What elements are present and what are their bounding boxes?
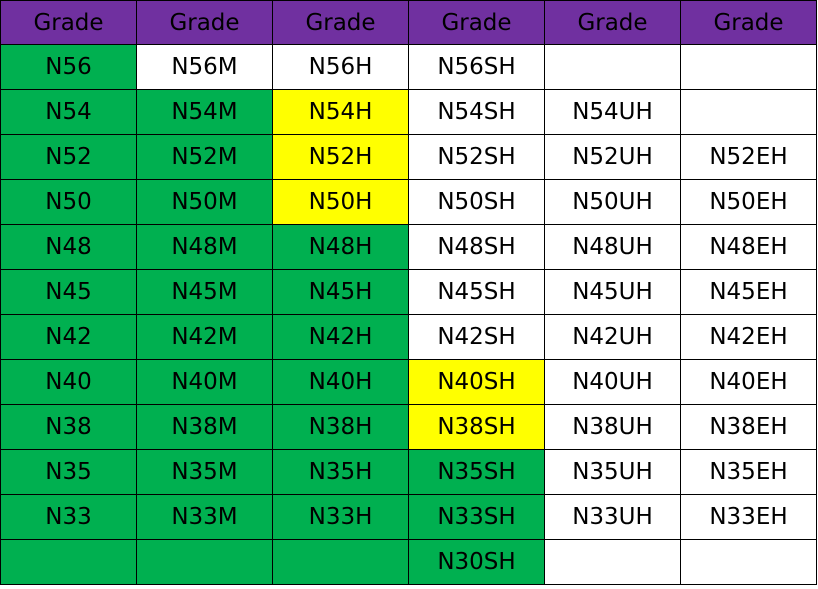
grade-cell: N42SH xyxy=(408,314,545,360)
grade-cell: N48SH xyxy=(408,224,545,270)
grade-cell: N54 xyxy=(0,89,137,135)
grade-cell: N38SH xyxy=(408,404,545,450)
table-row: N50 N50M N50H N50SH N50UH N50EH xyxy=(0,179,817,225)
grade-cell xyxy=(544,44,681,90)
grade-cell: N42M xyxy=(136,314,273,360)
grade-cell: N38 xyxy=(0,404,137,450)
grade-cell xyxy=(680,44,817,90)
grade-cell: N45SH xyxy=(408,269,545,315)
grade-cell: N35M xyxy=(136,449,273,495)
grade-cell: N48 xyxy=(0,224,137,270)
grade-cell: N54H xyxy=(272,89,409,135)
grade-cell: N54UH xyxy=(544,89,681,135)
grade-cell: N38UH xyxy=(544,404,681,450)
grade-cell: N48UH xyxy=(544,224,681,270)
grade-cell: N56M xyxy=(136,44,273,90)
grade-cell: N54SH xyxy=(408,89,545,135)
grade-cell: N50M xyxy=(136,179,273,225)
grade-cell: N45H xyxy=(272,269,409,315)
grade-cell: N33 xyxy=(0,494,137,540)
grade-cell: N30SH xyxy=(408,539,545,585)
grade-cell: N52UH xyxy=(544,134,681,180)
table-row: N56 N56M N56H N56SH xyxy=(0,44,817,90)
grade-cell: N42EH xyxy=(680,314,817,360)
grade-cell: N48H xyxy=(272,224,409,270)
grade-cell xyxy=(680,539,817,585)
table-row: N38 N38M N38H N38SH N38UH N38EH xyxy=(0,404,817,450)
grade-cell: N40EH xyxy=(680,359,817,405)
grade-cell: N45UH xyxy=(544,269,681,315)
table-body: N56 N56M N56H N56SH N54 N54M N54H N54SH N54UH N52… xyxy=(0,44,817,585)
table-row: N52 N52M N52H N52SH N52UH N52EH xyxy=(0,134,817,180)
grade-cell xyxy=(0,539,137,585)
grade-cell: N45M xyxy=(136,269,273,315)
grade-cell: N40H xyxy=(272,359,409,405)
table-row: N42 N42M N42H N42SH N42UH N42EH xyxy=(0,314,817,360)
grade-cell: N56 xyxy=(0,44,137,90)
grade-cell: N50EH xyxy=(680,179,817,225)
grade-cell: N54M xyxy=(136,89,273,135)
grade-cell: N42H xyxy=(272,314,409,360)
grade-cell: N48EH xyxy=(680,224,817,270)
grade-cell: N38M xyxy=(136,404,273,450)
grade-cell: N38H xyxy=(272,404,409,450)
table-row: N48 N48M N48H N48SH N48UH N48EH xyxy=(0,224,817,270)
table-header: Grade Grade Grade Grade Grade Grade xyxy=(0,0,817,45)
table-row: N45 N45M N45H N45SH N45UH N45EH xyxy=(0,269,817,315)
table-row: N30SH xyxy=(0,539,817,585)
grade-cell: N33SH xyxy=(408,494,545,540)
header-cell: Grade xyxy=(544,0,681,45)
grade-cell: N56SH xyxy=(408,44,545,90)
grade-cell: N52 xyxy=(0,134,137,180)
grade-cell: N35EH xyxy=(680,449,817,495)
grade-cell: N52SH xyxy=(408,134,545,180)
grade-cell: N35UH xyxy=(544,449,681,495)
grade-cell: N33H xyxy=(272,494,409,540)
grade-cell: N50UH xyxy=(544,179,681,225)
grade-cell: N40 xyxy=(0,359,137,405)
header-row: Grade Grade Grade Grade Grade Grade xyxy=(0,0,817,45)
header-cell: Grade xyxy=(136,0,273,45)
header-cell: Grade xyxy=(0,0,137,45)
grade-cell xyxy=(272,539,409,585)
grade-cell: N40UH xyxy=(544,359,681,405)
grade-cell: N52EH xyxy=(680,134,817,180)
grade-cell: N42 xyxy=(0,314,137,360)
grade-cell xyxy=(680,89,817,135)
table-row: N33 N33M N33H N33SH N33UH N33EH xyxy=(0,494,817,540)
grade-cell xyxy=(136,539,273,585)
grade-cell: N35SH xyxy=(408,449,545,495)
grade-cell: N40SH xyxy=(408,359,545,405)
table-row: N40 N40M N40H N40SH N40UH N40EH xyxy=(0,359,817,405)
grade-cell: N45EH xyxy=(680,269,817,315)
header-cell: Grade xyxy=(272,0,409,45)
grade-cell: N33EH xyxy=(680,494,817,540)
grade-cell: N42UH xyxy=(544,314,681,360)
grade-cell: N50 xyxy=(0,179,137,225)
grade-cell: N50H xyxy=(272,179,409,225)
header-cell: Grade xyxy=(408,0,545,45)
grade-cell: N35H xyxy=(272,449,409,495)
header-cell: Grade xyxy=(680,0,817,45)
grade-cell: N40M xyxy=(136,359,273,405)
grade-cell: N35 xyxy=(0,449,137,495)
table-row: N35 N35M N35H N35SH N35UH N35EH xyxy=(0,449,817,495)
grade-cell: N45 xyxy=(0,269,137,315)
grade-cell: N50SH xyxy=(408,179,545,225)
grade-cell: N48M xyxy=(136,224,273,270)
grade-cell: N33M xyxy=(136,494,273,540)
grade-cell: N56H xyxy=(272,44,409,90)
grade-cell: N52M xyxy=(136,134,273,180)
grade-cell: N52H xyxy=(272,134,409,180)
table-row: N54 N54M N54H N54SH N54UH xyxy=(0,89,817,135)
grade-cell: N33UH xyxy=(544,494,681,540)
grade-cell: N38EH xyxy=(680,404,817,450)
grade-cell xyxy=(544,539,681,585)
